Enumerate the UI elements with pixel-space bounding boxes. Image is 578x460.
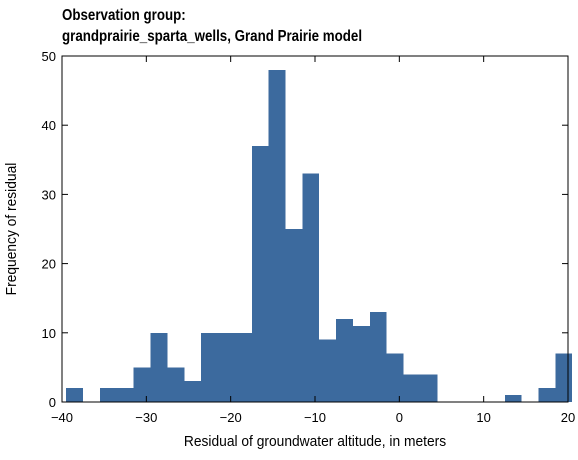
x-tick-label: 0	[396, 410, 403, 425]
histogram-bar	[99, 388, 117, 402]
histogram-bar	[538, 388, 556, 402]
x-tick-label: −30	[135, 410, 157, 425]
histogram-bar	[218, 332, 235, 402]
histogram-bar	[66, 388, 84, 402]
histogram-bar	[184, 381, 202, 402]
y-tick-label: 40	[42, 118, 56, 133]
chart-title-line-2: grandprairie_sparta_wells, Grand Prairie…	[62, 28, 363, 45]
x-tick-label: −10	[304, 410, 326, 425]
histogram-bar	[285, 229, 303, 402]
axes-group: −40 −30 −20 −10 0 10 20 0 10 20 30 40 50	[42, 49, 576, 425]
histogram-bar	[268, 69, 286, 402]
histogram-bar	[133, 367, 151, 402]
histogram-bar	[302, 173, 320, 402]
y-tick-label: 20	[42, 257, 56, 272]
histogram-bar	[369, 312, 387, 402]
histogram-bar	[352, 325, 370, 402]
x-tick-label: −40	[51, 410, 73, 425]
chart-title-line-1: Observation group:	[62, 7, 186, 24]
histogram-bar	[319, 339, 337, 402]
histogram-bar	[420, 374, 438, 402]
y-tick-label: 30	[42, 187, 56, 202]
histogram-bar	[504, 395, 522, 402]
x-axis-label: Residual of groundwater altitude, in met…	[184, 434, 446, 451]
chart-title: Observation group: grandprairie_sparta_w…	[62, 5, 362, 47]
y-tick-label: 0	[49, 395, 56, 410]
histogram-bar	[336, 318, 353, 402]
y-axis-label: Frequency of residual	[4, 163, 21, 296]
x-tick-label: 10	[476, 410, 490, 425]
histogram-bar	[234, 332, 252, 402]
histogram-bar	[150, 332, 168, 402]
histogram-bar	[386, 353, 404, 402]
bars-group	[66, 69, 573, 402]
histogram-bar	[403, 374, 421, 402]
y-tick-label: 50	[42, 49, 56, 64]
x-tick-label: 20	[561, 410, 575, 425]
histogram-bar	[251, 145, 269, 402]
histogram-bar	[167, 367, 185, 402]
x-tick-label: −20	[220, 410, 242, 425]
histogram-bar	[555, 353, 573, 402]
histogram-bar	[201, 332, 219, 402]
y-tick-label: 10	[42, 326, 56, 341]
histogram-bar	[116, 388, 134, 402]
